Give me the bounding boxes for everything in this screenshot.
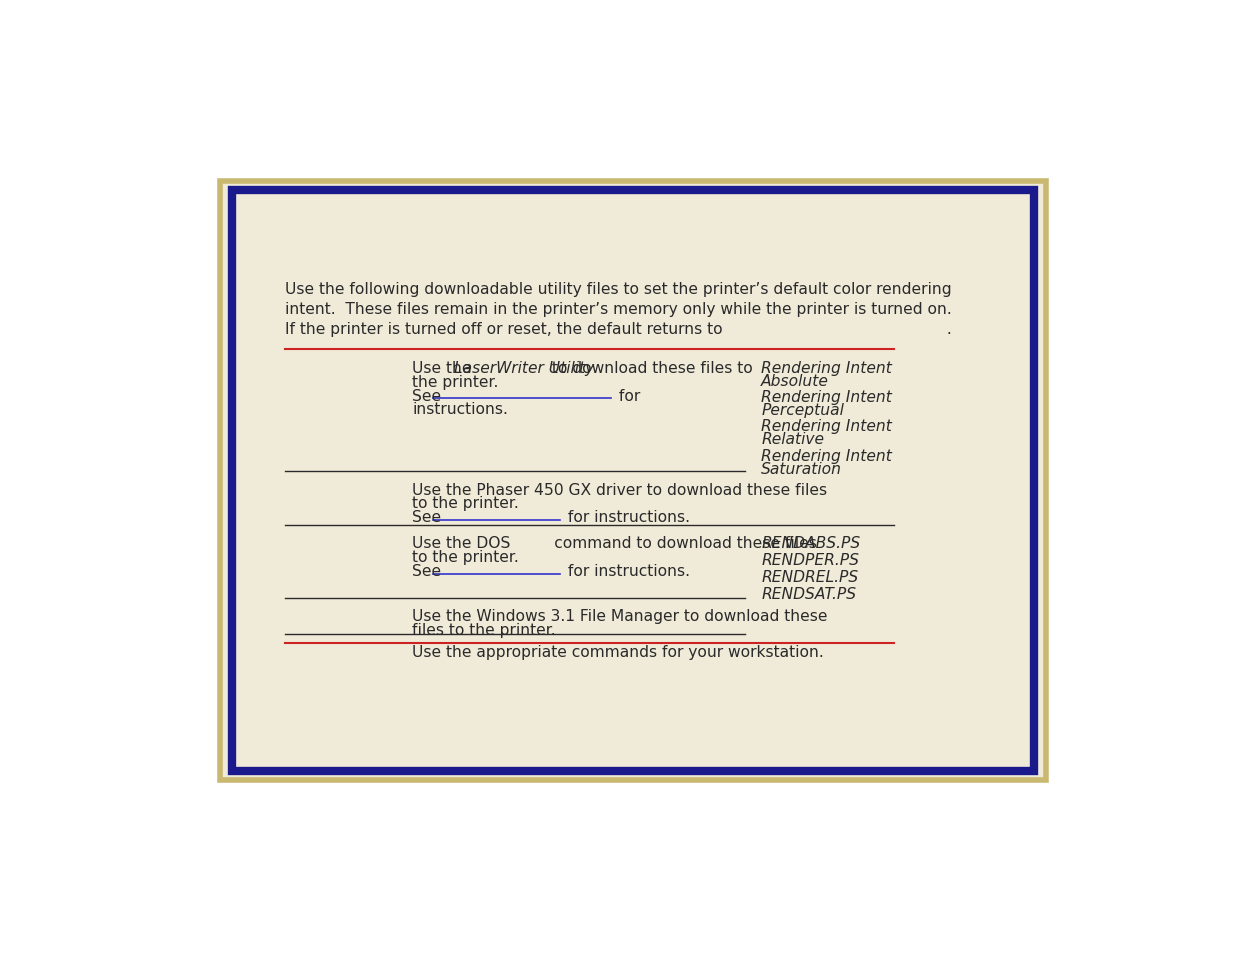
Text: RENDPER.PS: RENDPER.PS <box>761 553 860 568</box>
Text: to the printer.: to the printer. <box>412 496 519 511</box>
Text: instructions.: instructions. <box>412 402 509 417</box>
Text: Rendering Intent: Rendering Intent <box>761 448 892 463</box>
Text: Rendering Intent: Rendering Intent <box>761 390 892 405</box>
Text: Perceptual: Perceptual <box>761 403 844 417</box>
Text: LaserWriter Utility: LaserWriter Utility <box>454 360 594 375</box>
Text: See: See <box>412 563 446 578</box>
Text: Use the: Use the <box>412 360 477 375</box>
Text: to the printer.: to the printer. <box>412 550 519 565</box>
Text: Use the following downloadable utility files to set the printer’s default color : Use the following downloadable utility f… <box>284 281 951 296</box>
Text: Rendering Intent: Rendering Intent <box>761 360 892 375</box>
Text: for instructions.: for instructions. <box>563 563 690 578</box>
Text: RENDSAT.PS: RENDSAT.PS <box>761 587 856 601</box>
Text: Rendering Intent: Rendering Intent <box>761 419 892 434</box>
Text: Saturation: Saturation <box>761 461 842 476</box>
Text: Absolute: Absolute <box>761 374 829 389</box>
Text: See: See <box>412 388 446 403</box>
FancyBboxPatch shape <box>220 182 1046 781</box>
Text: RENDREL.PS: RENDREL.PS <box>761 570 858 585</box>
Text: to download these files to: to download these files to <box>547 360 752 375</box>
Text: See: See <box>412 510 446 525</box>
Text: Relative: Relative <box>761 432 824 447</box>
Text: Use the DOS         command to download these files: Use the DOS command to download these fi… <box>412 536 818 551</box>
Text: If the printer is turned off or reset, the default returns to                   : If the printer is turned off or reset, t… <box>284 321 951 336</box>
Text: the printer.: the printer. <box>412 375 499 390</box>
Text: RENDABS.PS: RENDABS.PS <box>761 536 861 551</box>
Text: Use the Windows 3.1 File Manager to download these: Use the Windows 3.1 File Manager to down… <box>412 608 827 623</box>
Text: intent.  These files remain in the printer’s memory only while the printer is tu: intent. These files remain in the printe… <box>284 301 951 316</box>
Text: Use the appropriate commands for your workstation.: Use the appropriate commands for your wo… <box>412 644 824 659</box>
Text: files to the printer.: files to the printer. <box>412 622 556 637</box>
Text: for: for <box>614 388 640 403</box>
Text: Use the Phaser 450 GX driver to download these files: Use the Phaser 450 GX driver to download… <box>412 482 827 497</box>
Text: for instructions.: for instructions. <box>563 510 690 525</box>
